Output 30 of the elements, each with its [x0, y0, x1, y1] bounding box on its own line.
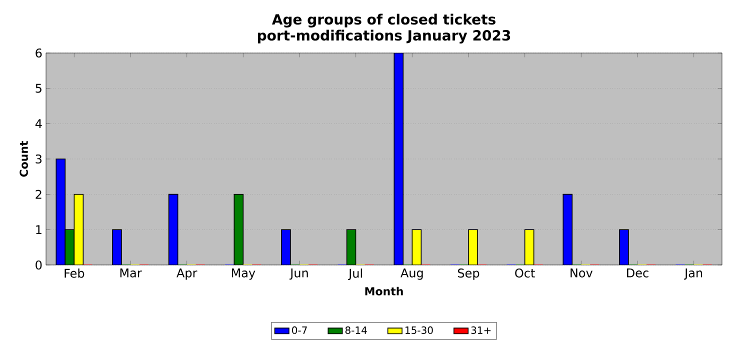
y-tick-label: 5	[36, 84, 42, 93]
x-tick-label: Jan	[684, 268, 702, 280]
y-tick-label: 0	[36, 260, 42, 270]
y-tick-label: 3	[36, 154, 42, 164]
legend-label: 8-14	[345, 326, 367, 334]
x-tick-label: Feb	[64, 268, 84, 278]
x-tick-label: Oct	[515, 268, 535, 278]
x-tick-label: Dec	[627, 268, 648, 278]
y-tick-label: 6	[36, 48, 42, 58]
legend-label: 15-30	[406, 326, 433, 334]
x-tick-label: May	[232, 268, 256, 280]
chart-title: Age groups of closed tickets	[272, 14, 496, 28]
y-tick-label: 1	[36, 225, 42, 234]
x-tick-label: Mar	[120, 268, 142, 278]
x-tick-label: Aug	[400, 268, 423, 280]
y-tick-label: 2	[36, 190, 42, 199]
legend-label: 0-7	[292, 326, 307, 334]
x-tick-label: Apr	[176, 268, 198, 280]
bar	[412, 229, 422, 265]
chart-subtitle: port-modifications January 2023	[258, 30, 510, 44]
x-tick-label: Nov	[570, 268, 593, 278]
bar	[524, 229, 534, 265]
bar	[74, 194, 84, 265]
x-tick-label: Jun	[290, 268, 308, 280]
x-tick-label: Sep	[458, 268, 480, 280]
x-tick-label: Jul	[348, 268, 362, 280]
x-axis-title: Month	[365, 286, 403, 296]
y-axis-title: Count	[20, 140, 28, 177]
legend-label: 31+	[471, 326, 491, 334]
y-tick-label: 4	[35, 119, 42, 128]
